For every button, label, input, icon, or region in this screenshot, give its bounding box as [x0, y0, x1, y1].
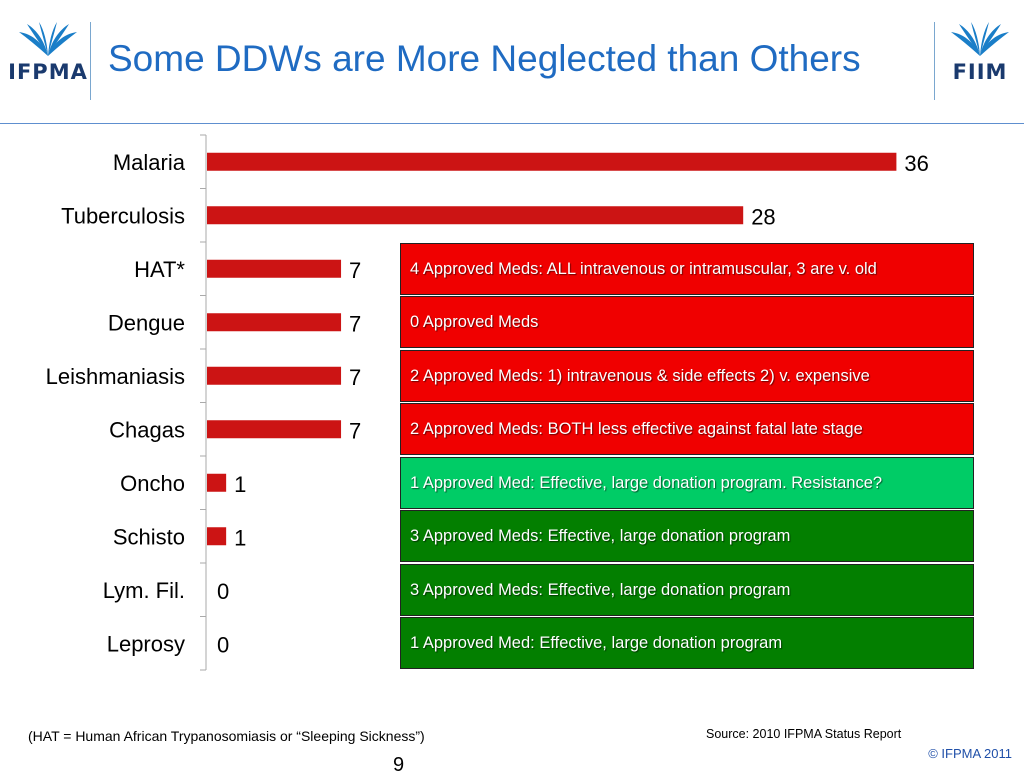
fan-logo-icon [951, 22, 1009, 56]
annotation-box: 1 Approved Med: Effective, large donatio… [400, 456, 974, 509]
bar [207, 527, 227, 546]
category-label: Leishmaniasis [46, 364, 185, 389]
bar [207, 366, 342, 385]
copyright: © IFPMA 2011 [928, 746, 1012, 761]
category-label: Chagas [109, 417, 185, 442]
category-label: Dengue [108, 310, 185, 335]
value-label: 0 [217, 632, 229, 657]
page-number: 9 [393, 754, 405, 776]
category-label: Oncho [120, 471, 185, 496]
fiim-logo: FIIM [940, 22, 1020, 84]
bar [207, 420, 342, 439]
right-divider [934, 22, 935, 100]
ifpma-logo: IFPMA [8, 22, 88, 84]
annotation-box: 3 Approved Meds: Effective, large donati… [400, 563, 974, 616]
annotation-box: 3 Approved Meds: Effective, large donati… [400, 510, 974, 563]
footnote: (HAT = Human African Trypanosomiasis or … [28, 728, 425, 744]
source-note: Source: 2010 IFPMA Status Report [706, 727, 902, 741]
annotation-box: 2 Approved Meds: 1) intravenous & side e… [400, 349, 974, 402]
ifpma-logo-text: IFPMA [8, 60, 88, 84]
value-label: 36 [904, 151, 928, 176]
category-label: Lym. Fil. [103, 578, 185, 603]
category-label: Tuberculosis [61, 203, 185, 228]
annotation-box: 1 Approved Med: Effective, large donatio… [400, 617, 974, 670]
value-label: 1 [234, 525, 246, 550]
value-label: 0 [217, 579, 229, 604]
bar [207, 152, 897, 171]
bar [207, 206, 744, 225]
fan-logo-icon [19, 22, 77, 56]
value-label: 28 [751, 204, 775, 229]
category-label: HAT* [134, 257, 185, 282]
category-label: Malaria [113, 150, 186, 175]
value-label: 7 [349, 418, 361, 443]
category-label: Schisto [113, 524, 185, 549]
annotation-box: 4 Approved Meds: ALL intravenous or intr… [400, 242, 974, 295]
value-label: 7 [349, 311, 361, 336]
fiim-logo-text: FIIM [952, 60, 1008, 84]
bar [207, 313, 342, 332]
category-label: Leprosy [107, 631, 185, 656]
value-label: 7 [349, 258, 361, 283]
annotation-box: 2 Approved Meds: BOTH less effective aga… [400, 403, 974, 456]
left-divider [90, 22, 91, 100]
bar [207, 259, 342, 278]
annotation-box: 0 Approved Meds [400, 296, 974, 349]
bar [207, 473, 227, 492]
page-title: Some DDWs are More Neglected than Others [108, 38, 861, 79]
value-label: 7 [349, 365, 361, 390]
header-rule [0, 123, 1024, 124]
value-label: 1 [234, 472, 246, 497]
